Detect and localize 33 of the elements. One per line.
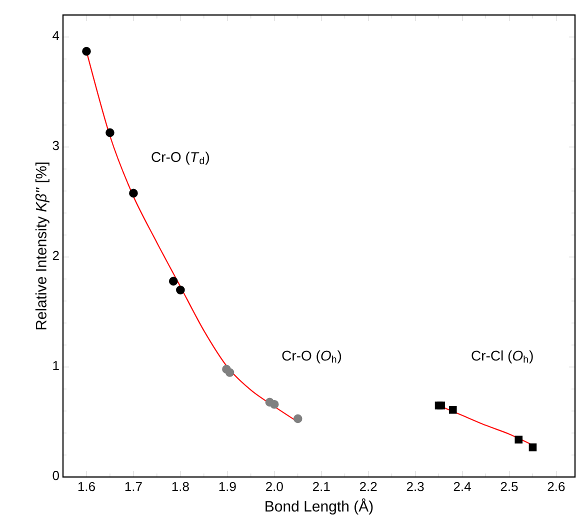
x-tick-label: 2.4 — [454, 482, 471, 492]
y-axis-title: Relative Intensity Kβ'' [%] — [35, 162, 50, 330]
y-tick-label: 3 — [52, 140, 59, 150]
point — [437, 402, 446, 410]
x-tick-label: 2.0 — [266, 482, 283, 492]
x-tick-label: 1.9 — [219, 482, 236, 492]
x-tick-label: 2.1 — [312, 482, 330, 492]
point — [225, 368, 234, 377]
point — [270, 400, 279, 409]
point — [168, 276, 178, 286]
annotation: Cr-O (O$_{h}$) — [282, 350, 342, 364]
x-tick-label: 2.3 — [406, 482, 424, 492]
point — [82, 46, 91, 56]
x-tick-label: 1.7 — [125, 482, 142, 492]
x-tick-label: 2.6 — [548, 482, 565, 492]
annotation: Cr-Cl (O$_{h}$) — [472, 350, 533, 364]
point — [106, 128, 114, 138]
x-axis-title: Bond Length (Å) — [266, 498, 373, 515]
y-tick-label: 1 — [53, 361, 59, 370]
x-tick-label: 1.8 — [172, 482, 189, 492]
annotation: Cr-O (T$_{d}$) — [152, 152, 209, 165]
point — [176, 286, 185, 294]
point — [129, 188, 138, 198]
point — [528, 443, 537, 452]
point — [448, 406, 457, 414]
point — [514, 436, 523, 444]
y-tick-label: 2 — [52, 250, 59, 260]
x-tick-label: 1.6 — [78, 482, 95, 492]
y-tick-label: 4 — [52, 31, 60, 40]
x-tick-label: 2.5 — [500, 482, 518, 492]
y-tick-label: 0 — [52, 470, 59, 480]
point — [293, 414, 302, 424]
x-tick-label: 2.2 — [360, 482, 377, 492]
